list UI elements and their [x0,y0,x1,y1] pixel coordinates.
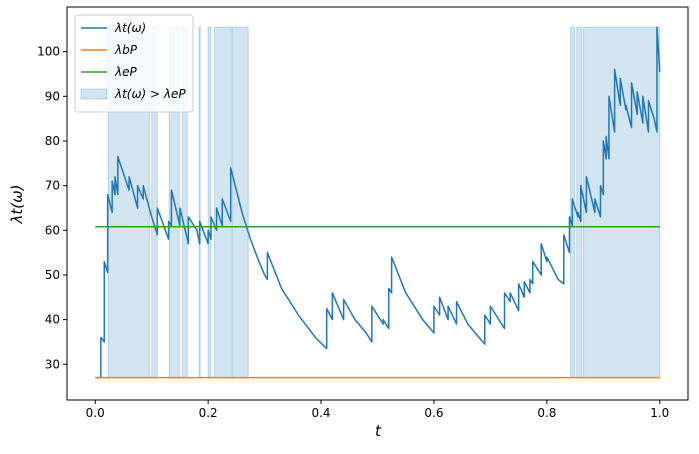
x-tick-label: 0.0 [86,406,105,420]
y-tick-label: 80 [45,134,60,148]
legend-swatch [80,88,108,100]
highlight-span [198,26,201,379]
y-tick-label: 70 [45,179,60,193]
series-line [95,26,661,379]
y-tick-label: 90 [45,89,60,103]
legend-label: λt(ω) > λeP [114,87,186,101]
y-tick-label: 30 [45,357,60,371]
x-tick-label: 0.4 [311,406,330,420]
plot-frame [66,6,689,401]
y-tick-label: 100 [37,45,60,59]
y-tick-label: 40 [45,313,60,327]
x-tick-label: 0.6 [424,406,443,420]
y-axis-label: λt(ω) [8,184,26,224]
y-tick-label: 50 [45,268,60,282]
x-tick-label: 0.2 [199,406,218,420]
legend-label: λt(ω) [114,21,146,35]
legend-label: λbP [114,43,138,57]
x-tick-label: 1.0 [650,406,669,420]
legend-label: λeP [114,65,137,79]
highlight-span [231,26,249,379]
legend-box [74,14,194,113]
x-tick-label: 0.8 [537,406,556,420]
y-tick-label: 60 [45,223,60,237]
x-axis-label: t [375,422,382,440]
highlight-span [207,26,212,379]
